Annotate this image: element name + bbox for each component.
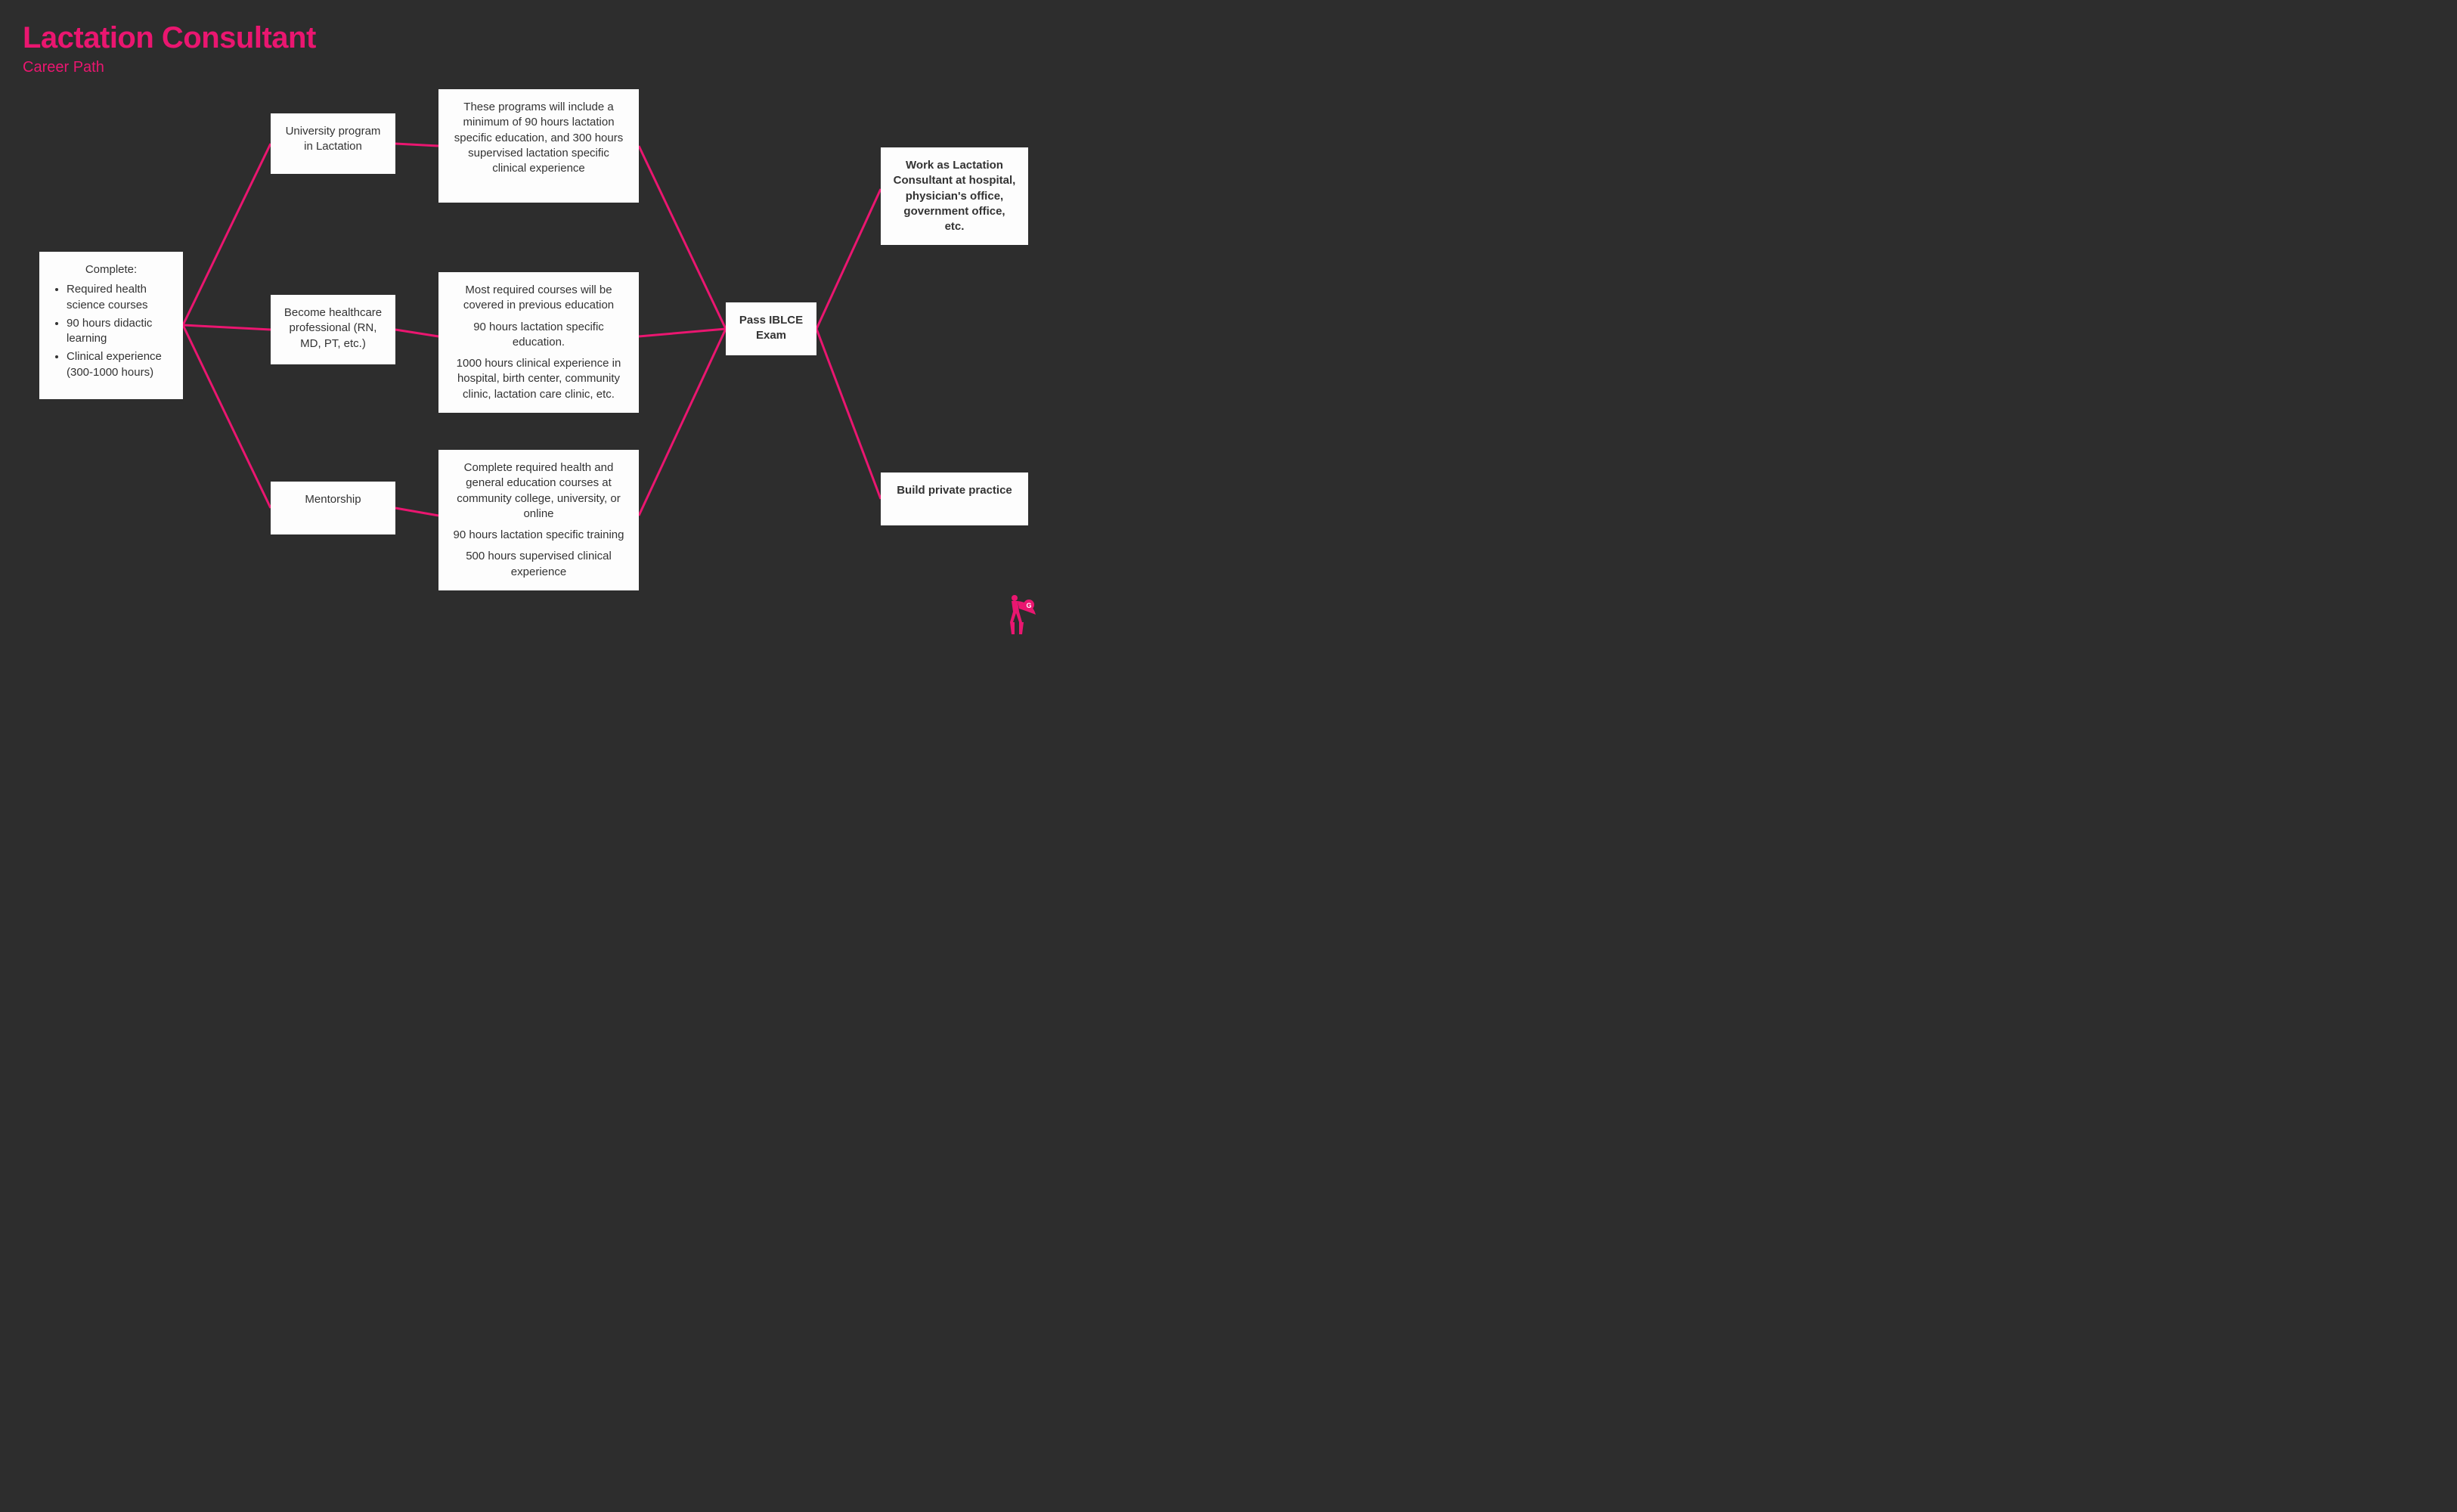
edge bbox=[639, 146, 726, 329]
node-start-list: Required health science courses 90 hours… bbox=[51, 282, 171, 380]
detail-paragraph: 90 hours lactation specific training bbox=[451, 528, 627, 543]
edge bbox=[816, 189, 881, 329]
edge bbox=[816, 329, 881, 499]
node-outcome-employed: Work as Lactation Consultant at hospital… bbox=[881, 147, 1028, 245]
edge bbox=[183, 325, 271, 508]
node-label: Pass IBLCE Exam bbox=[739, 314, 803, 342]
diagram-canvas: Lactation Consultant Career Path Complet… bbox=[0, 0, 1058, 652]
node-label: Mentorship bbox=[305, 493, 361, 506]
node-exam: Pass IBLCE Exam bbox=[726, 302, 816, 355]
node-detail-healthcare: Most required courses will be covered in… bbox=[438, 272, 639, 413]
node-start: Complete: Required health science course… bbox=[39, 252, 183, 399]
superhero-icon: G bbox=[996, 592, 1042, 637]
node-label: Build private practice bbox=[897, 484, 1012, 497]
node-label: Become healthcare professional (RN, MD, … bbox=[284, 306, 382, 350]
detail-paragraph: These programs will include a minimum of… bbox=[451, 100, 627, 176]
node-label: University program in Lactation bbox=[286, 125, 381, 153]
node-start-bullet: Required health science courses bbox=[67, 282, 171, 313]
node-mentorship: Mentorship bbox=[271, 482, 395, 534]
edge bbox=[183, 144, 271, 325]
edge bbox=[639, 329, 726, 516]
node-detail-mentorship: Complete required health and general edu… bbox=[438, 450, 639, 590]
detail-paragraph: 90 hours lactation specific education. bbox=[451, 320, 627, 351]
detail-paragraph: 500 hours supervised clinical experience bbox=[451, 549, 627, 580]
node-start-bullet: 90 hours didactic learning bbox=[67, 316, 171, 347]
logo-letter: G bbox=[1026, 602, 1031, 609]
brand-logo: G bbox=[996, 592, 1042, 641]
node-start-heading: Complete: bbox=[51, 262, 171, 277]
edge bbox=[395, 144, 438, 146]
edge bbox=[183, 325, 271, 330]
node-label: Work as Lactation Consultant at hospital… bbox=[894, 159, 1016, 233]
edge bbox=[395, 508, 438, 516]
detail-paragraph: Most required courses will be covered in… bbox=[451, 283, 627, 314]
edge bbox=[639, 329, 726, 336]
node-outcome-private: Build private practice bbox=[881, 472, 1028, 525]
node-detail-university: These programs will include a minimum of… bbox=[438, 89, 639, 203]
node-university-program: University program in Lactation bbox=[271, 113, 395, 174]
node-start-bullet: Clinical experience (300-1000 hours) bbox=[67, 349, 171, 380]
edge bbox=[395, 330, 438, 336]
detail-paragraph: Complete required health and general edu… bbox=[451, 460, 627, 522]
node-healthcare-professional: Become healthcare professional (RN, MD, … bbox=[271, 295, 395, 364]
detail-paragraph: 1000 hours clinical experience in hospit… bbox=[451, 356, 627, 402]
